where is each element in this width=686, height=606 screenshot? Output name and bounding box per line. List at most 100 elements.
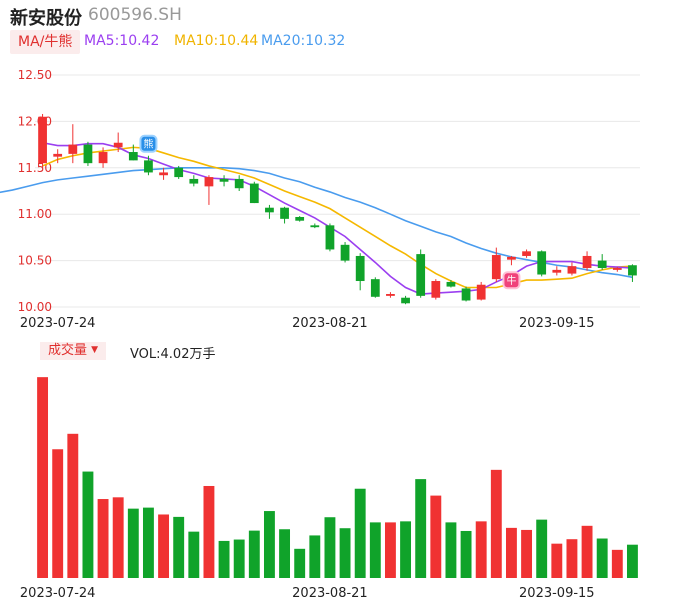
ma5-line xyxy=(42,141,633,295)
stock-name: 新安股份 xyxy=(10,8,82,29)
volume-bar xyxy=(490,469,502,578)
marker-label: 牛 xyxy=(506,274,516,287)
volume-date-label: 2023-07-24 xyxy=(20,586,96,601)
ma10-legend: MA10:10.44 xyxy=(174,33,259,49)
price-tick-label: 10.50 xyxy=(18,254,52,268)
ma20-legend: MA20:10.32 xyxy=(261,33,346,49)
volume-bar xyxy=(67,433,79,578)
volume-date-label: 2023-09-15 xyxy=(519,586,595,601)
candle-body xyxy=(582,255,592,269)
volume-bar xyxy=(127,508,139,578)
price-tick-label: 12.50 xyxy=(18,68,52,82)
volume-bar xyxy=(551,543,563,578)
volume-bar xyxy=(430,495,442,578)
candle-body xyxy=(98,152,108,164)
volume-bar xyxy=(475,521,487,578)
ma20-line xyxy=(0,167,633,279)
volume-bar xyxy=(173,516,185,578)
volume-bar xyxy=(596,538,608,578)
candle-body xyxy=(128,152,138,161)
volume-bar xyxy=(294,548,306,578)
price-date-label: 2023-09-15 xyxy=(519,316,595,331)
candle-body xyxy=(552,269,562,273)
candle-body xyxy=(113,142,123,148)
price-tick-label: 11.00 xyxy=(18,207,52,221)
candle-body xyxy=(386,294,395,296)
volume-bar xyxy=(97,499,109,578)
marker-badge xyxy=(139,134,158,153)
candle-body xyxy=(612,268,622,270)
volume-bar xyxy=(37,377,49,578)
candle-body xyxy=(219,178,229,182)
bull-marker-icon: 牛 xyxy=(502,271,521,290)
marker-label: 熊 xyxy=(143,138,153,151)
candle-body xyxy=(597,260,607,269)
candle-body xyxy=(507,256,516,260)
volume-bar xyxy=(505,527,517,578)
volume-bar xyxy=(203,485,215,578)
volume-bar xyxy=(626,544,638,578)
candle-body xyxy=(567,266,577,274)
candle-body xyxy=(189,178,199,184)
volume-bar xyxy=(445,522,457,578)
ma5-legend: MA5:10.42 xyxy=(84,33,160,49)
candle-body xyxy=(159,172,168,176)
volume-bar xyxy=(384,522,396,578)
candle-body xyxy=(628,265,637,276)
candle-body xyxy=(461,288,471,301)
bear-marker-icon: 熊 xyxy=(139,134,158,153)
candle-body xyxy=(144,160,153,173)
candle-body xyxy=(53,153,63,157)
candle-body xyxy=(265,207,274,213)
volume-bar xyxy=(142,507,154,578)
candle-body xyxy=(280,207,289,219)
candle-body xyxy=(491,255,501,280)
price-tick-label: 10.00 xyxy=(18,300,52,314)
volume-bar xyxy=(536,519,548,578)
volume-bar xyxy=(263,511,275,578)
candle-body xyxy=(476,284,486,300)
price-date-label: 2023-07-24 xyxy=(20,316,96,331)
candle-body xyxy=(416,254,426,296)
volume-bar xyxy=(52,449,64,578)
candle-body xyxy=(204,177,214,187)
volume-bar xyxy=(158,514,170,578)
volume-bar xyxy=(233,539,245,578)
volume-bar xyxy=(309,535,321,578)
candle-body xyxy=(249,183,259,204)
volume-bar xyxy=(611,549,623,578)
volume-bar xyxy=(581,525,593,578)
volume-bar xyxy=(566,539,578,578)
price-date-label: 2023-08-21 xyxy=(292,316,368,331)
volume-bar xyxy=(279,529,291,578)
candle-body xyxy=(401,297,410,304)
candle-body xyxy=(83,144,93,164)
candle-body xyxy=(446,281,456,287)
candle-body xyxy=(537,251,547,275)
price-tick-label: 11.50 xyxy=(18,161,52,175)
candle-body xyxy=(340,244,350,261)
volume-bar xyxy=(82,471,94,578)
candle-body xyxy=(355,255,365,282)
ma-indicator-selector[interactable]: MA/牛熊 xyxy=(10,30,81,54)
volume-bar xyxy=(460,530,472,578)
volume-bar xyxy=(354,488,366,578)
candle-body xyxy=(522,251,531,256)
volume-date-label: 2023-08-21 xyxy=(292,586,368,601)
candle-body xyxy=(38,116,47,164)
candle-body xyxy=(431,281,441,298)
volume-selector-label: 成交量 xyxy=(48,343,88,358)
candle-body xyxy=(310,225,320,228)
volume-indicator-selector[interactable]: 成交量 ▼ xyxy=(40,342,107,360)
volume-bar xyxy=(369,522,381,578)
volume-bar xyxy=(339,528,351,578)
volume-bar xyxy=(188,531,200,578)
candle-body xyxy=(234,178,244,189)
volume-bar xyxy=(415,479,427,578)
candle-body xyxy=(68,144,78,154)
volume-bar xyxy=(400,521,412,578)
volume-bar xyxy=(521,529,533,578)
volume-value: VOL:4.02万手 xyxy=(130,347,216,362)
candle-body xyxy=(295,216,305,221)
